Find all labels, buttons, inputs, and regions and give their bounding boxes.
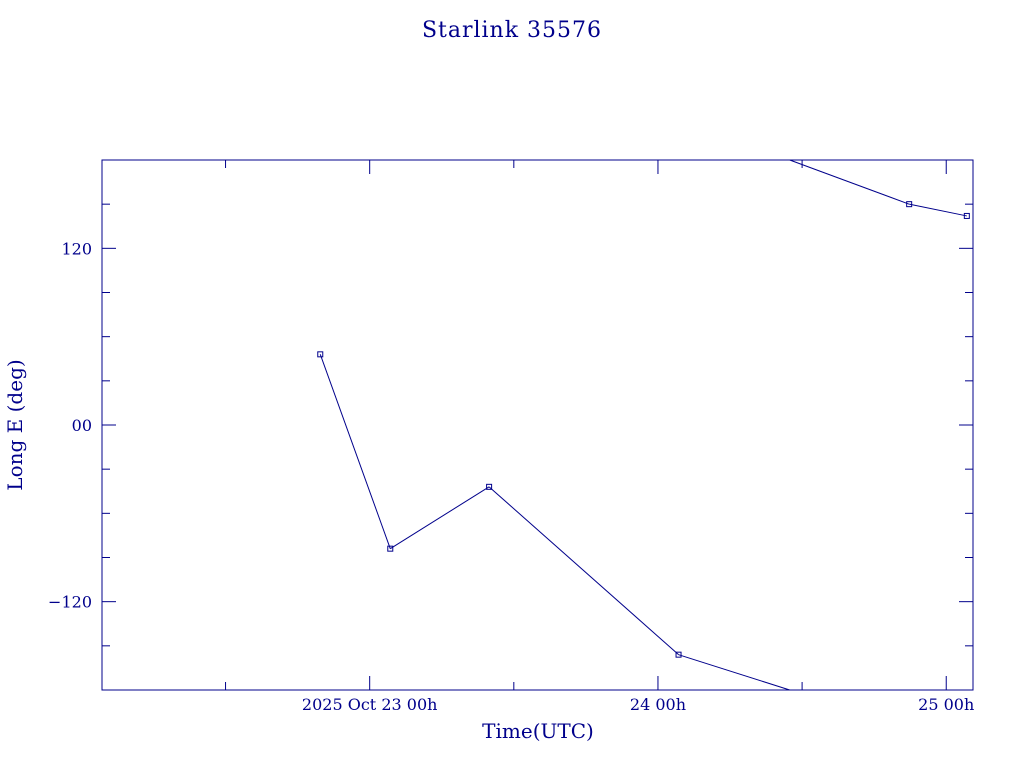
data-point-marker bbox=[486, 483, 493, 490]
chart-title: Starlink 35576 bbox=[422, 18, 602, 43]
axis-ticks bbox=[102, 160, 973, 690]
y-axis-label: Long E (deg) bbox=[3, 359, 27, 490]
series-line-segment bbox=[488, 486, 679, 656]
plot-frame bbox=[101, 159, 974, 691]
tick-labels: 120 00 −120 2025 Oct 23 00h 24 00h 25 00h bbox=[48, 239, 974, 714]
series-line-segment bbox=[678, 654, 790, 691]
x-tick-label: 25 00h bbox=[918, 695, 974, 714]
data-point-marker bbox=[963, 212, 970, 219]
y-tick-label: 120 bbox=[61, 239, 92, 258]
series-layer bbox=[317, 159, 970, 691]
data-point-marker bbox=[387, 545, 394, 552]
x-axis-label: Time(UTC) bbox=[482, 719, 594, 743]
series-line-segment bbox=[909, 203, 967, 217]
data-point-marker bbox=[317, 351, 324, 358]
series-line-segment bbox=[789, 159, 910, 205]
x-tick-label: 24 00h bbox=[630, 695, 686, 714]
data-point-marker bbox=[675, 651, 682, 658]
y-tick-label: −120 bbox=[48, 593, 92, 612]
x-tick-label: 2025 Oct 23 00h bbox=[302, 695, 438, 714]
y-tick-label: 00 bbox=[72, 416, 92, 435]
series-line-segment bbox=[390, 486, 490, 550]
series-line-segment bbox=[319, 354, 391, 549]
data-point-marker bbox=[906, 201, 913, 208]
